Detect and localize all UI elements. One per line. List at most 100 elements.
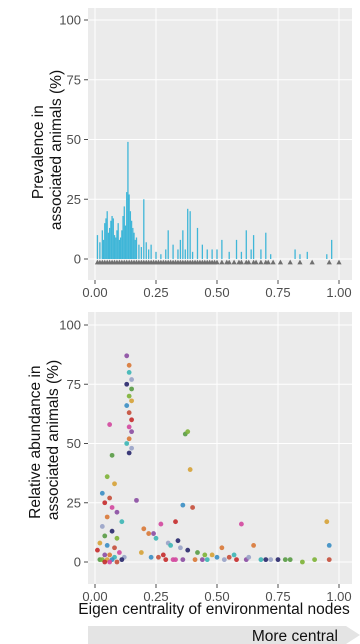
node-triangle (238, 259, 244, 265)
abundance-panel: 0 25 50 75 100 0.00 0.25 0.50 0.75 1.00 Relative… (27, 312, 352, 604)
prevalence-panel: 0 25 50 75 100 0.00 0.25 0.50 0.75 1.00 Prevalen… (30, 8, 352, 300)
abundance-point (151, 531, 156, 536)
prevalence-gridlines (88, 8, 352, 280)
abundance-plot-background (88, 312, 352, 584)
abundance-point (275, 557, 281, 563)
abundance-point (282, 557, 288, 563)
direction-arrow-label: More central (252, 628, 338, 644)
abundance-point (126, 450, 132, 456)
abundance-point (192, 557, 198, 563)
abundance-point (129, 398, 135, 404)
x-tick-label: 0.00 (82, 285, 107, 300)
prevalence-x-ticks: 0.00 0.25 0.50 0.75 1.00 (82, 280, 352, 300)
abundance-point (158, 521, 164, 527)
abundance-point (160, 552, 166, 558)
abundance-point (112, 545, 117, 551)
abundance-point (119, 519, 125, 525)
abundance-point (168, 543, 174, 548)
abundance-point (117, 550, 122, 555)
prevalence-y-title-line-1: Prevalence in (30, 105, 47, 199)
abundance-point (219, 545, 225, 551)
abundance-point (126, 410, 132, 416)
abundance-point (204, 557, 210, 563)
abundance-point (287, 557, 293, 563)
y-tick-label: 0 (74, 252, 81, 267)
x-tick-label: 0.25 (143, 285, 168, 300)
node-triangles (94, 259, 342, 265)
node-triangle (219, 259, 225, 265)
abundance-point (114, 509, 120, 515)
abundance-point (163, 557, 169, 563)
prevalence-bars (96, 141, 333, 259)
abundance-point (326, 557, 332, 563)
abundance-point (129, 377, 135, 382)
abundance-point (202, 552, 208, 558)
abundance-point (178, 545, 183, 551)
abundance-point (221, 557, 227, 563)
node-triangle (277, 259, 284, 265)
abundance-point (119, 557, 125, 563)
direction-arrow-shape (88, 626, 360, 644)
abundance-point (173, 557, 178, 563)
abundance-point (146, 531, 152, 536)
abundance-point (107, 495, 113, 501)
node-triangle (265, 259, 271, 265)
abundance-point (107, 552, 113, 558)
y-tick-label: 25 (67, 192, 81, 207)
abundance-point (129, 429, 135, 435)
abundance-point (175, 538, 181, 544)
prevalence-y-ticks: 0 25 50 75 100 (59, 13, 88, 267)
abundance-point (138, 550, 144, 555)
abundance-point (153, 535, 159, 541)
direction-arrow: More central (88, 626, 360, 644)
abundance-point (109, 528, 115, 534)
abundance-y-title: Relative abundance in associated animals… (27, 360, 62, 520)
x-tick-label: 1.00 (326, 589, 351, 604)
abundance-point (246, 554, 252, 560)
abundance-point (134, 497, 139, 503)
node-triangle (253, 259, 259, 265)
abundance-point (258, 557, 264, 563)
abundance-point (102, 559, 108, 565)
abundance-point (124, 441, 130, 446)
abundance-point (148, 554, 154, 560)
abundance-point (190, 505, 196, 510)
abundance-point (107, 559, 113, 565)
abundance-point (126, 393, 132, 399)
abundance-point (129, 386, 135, 392)
abundance-y-ticks: 0 25 50 75 100 (59, 318, 88, 570)
abundance-point (109, 452, 115, 458)
abundance-point (126, 436, 132, 442)
x-tick-label: 0.75 (265, 589, 290, 604)
prevalence-y-title: Prevalence in associated animals (%) (30, 70, 65, 230)
node-triangle (214, 259, 220, 265)
y-tick-label: 25 (67, 495, 81, 510)
node-triangle (336, 259, 342, 265)
abundance-point (109, 505, 115, 510)
y-tick-label: 100 (59, 318, 81, 333)
abundance-point (126, 362, 132, 368)
abundance-point (239, 521, 244, 527)
y-tick-label: 50 (67, 436, 81, 451)
abundance-point (199, 557, 205, 563)
abundance-point (99, 490, 105, 496)
abundance-point (251, 543, 256, 548)
abundance-points (95, 353, 332, 565)
abundance-point (187, 467, 193, 472)
x-axis-title: Eigen centrality of environmental nodes (78, 601, 350, 618)
abundance-point (195, 550, 200, 555)
abundance-point (326, 543, 332, 548)
y-tick-label: 75 (67, 377, 81, 392)
abundance-point (226, 554, 232, 560)
abundance-point (114, 559, 120, 565)
node-triangle (297, 259, 303, 265)
abundance-point (300, 559, 305, 565)
abundance-point (102, 500, 108, 506)
x-tick-label: 0.75 (265, 285, 290, 300)
x-tick-label: 0.25 (143, 589, 168, 604)
prevalence-y-title-line-2: associated animals (%) (48, 70, 65, 230)
node-triangle (226, 259, 232, 265)
abundance-point (231, 552, 237, 558)
abundance-point (234, 557, 239, 563)
